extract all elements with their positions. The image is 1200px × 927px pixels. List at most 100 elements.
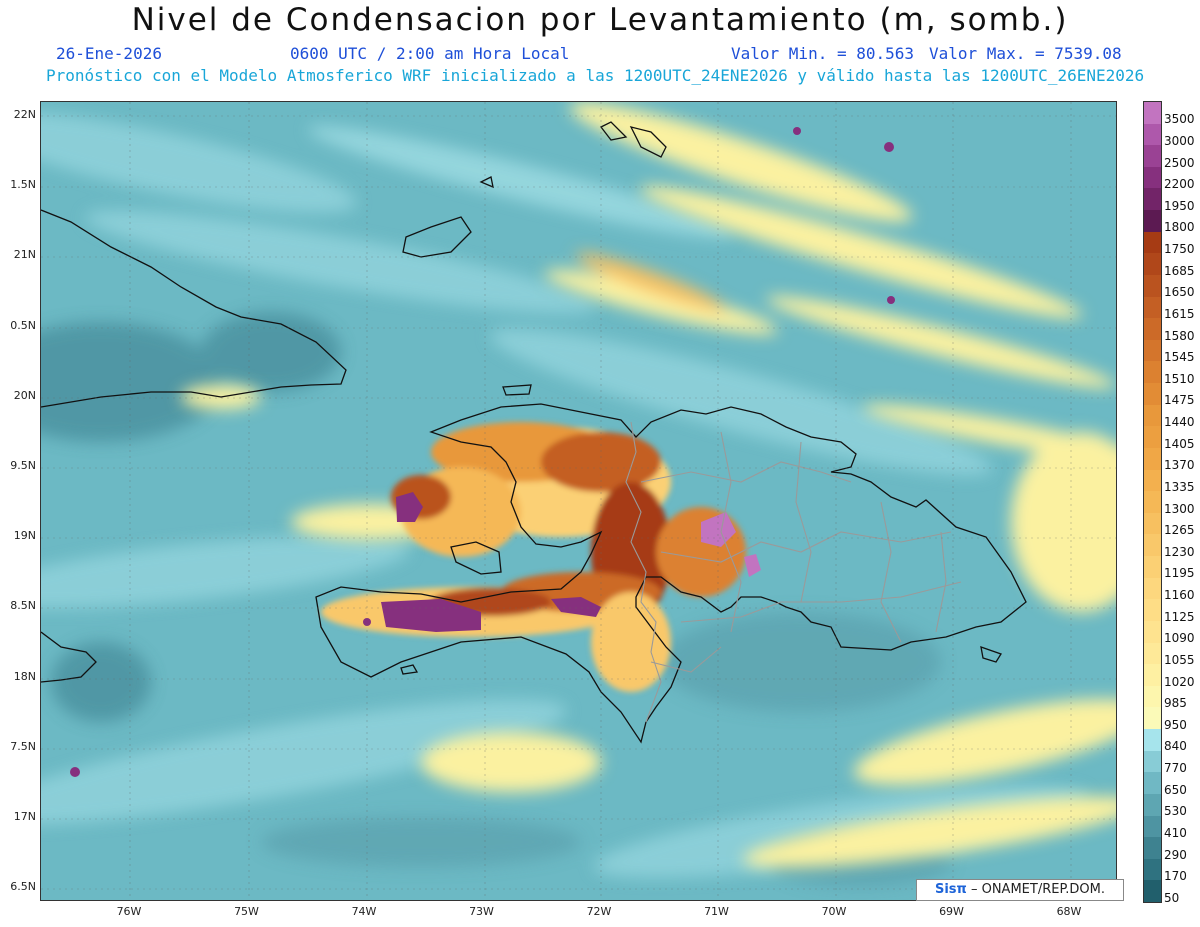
- colorbar-cell: [1144, 188, 1161, 211]
- lat-label: 21N: [13, 248, 36, 262]
- lon-label: 70W: [821, 905, 847, 918]
- lat-label: 8.5N: [10, 599, 36, 613]
- colorbar-label: 1750: [1164, 242, 1195, 257]
- sispi-logo: Sisπ: [934, 882, 967, 897]
- colorbar-label: 985: [1164, 696, 1187, 711]
- colorbar-label: 290: [1164, 847, 1187, 862]
- colorbar-cell: [1144, 642, 1161, 665]
- colorbar-label: 1475: [1164, 393, 1195, 408]
- lat-label: 0.5N: [10, 318, 36, 332]
- colorbar-label: 50: [1164, 890, 1180, 905]
- colorbar-label: 950: [1164, 717, 1187, 732]
- lon-label: 76W: [116, 905, 142, 918]
- lat-label: 17N: [13, 810, 36, 823]
- colorbar-cell: [1144, 102, 1161, 125]
- colorbar-cell: [1144, 534, 1161, 557]
- colorbar-cell: [1144, 404, 1161, 427]
- colorbar-cell: [1144, 620, 1161, 644]
- colorbar-cell: [1144, 750, 1161, 773]
- colorbar-cell: [1144, 210, 1161, 233]
- value-max: Valor Max. = 7539.08: [929, 44, 1122, 63]
- credit-text: – ONAMET/REP.DOM.: [970, 882, 1105, 897]
- colorbar-label: 1545: [1164, 350, 1195, 365]
- colorbar-cell: [1144, 837, 1161, 860]
- colorbar-cell: [1144, 599, 1161, 622]
- colorbar-label: 1510: [1164, 371, 1195, 386]
- lat-label: 9.5N: [10, 459, 36, 472]
- colorbar-cell: [1144, 707, 1161, 730]
- colorbar-label: 170: [1164, 869, 1187, 884]
- colorbar-cell: [1144, 361, 1161, 384]
- lon-label: 75W: [234, 905, 259, 918]
- colorbar-label: 770: [1164, 761, 1187, 776]
- colorbar-cell: [1144, 145, 1161, 168]
- colorbar-label: 1650: [1164, 285, 1195, 300]
- colorbar-cell: [1144, 166, 1161, 189]
- colorbar-label: 1195: [1164, 566, 1195, 581]
- value-min: Valor Min. = 80.563: [731, 44, 915, 63]
- colorbar-label: 1685: [1164, 263, 1195, 278]
- colorbar-label: 1090: [1164, 631, 1195, 646]
- colorbar-label: 1950: [1164, 198, 1195, 213]
- colorbar-cell: [1144, 772, 1161, 795]
- colorbar-cell: [1144, 491, 1161, 514]
- colorbar-label: 650: [1164, 782, 1187, 797]
- colorbar-label: 1370: [1164, 458, 1195, 473]
- colorbar-cell: [1144, 123, 1161, 146]
- model-description: Pronóstico con el Modelo Atmosferico WRF…: [46, 66, 1145, 85]
- lat-label: 18N: [13, 669, 36, 683]
- colorbar-label: 1300: [1164, 501, 1195, 516]
- colorbar-cell: [1144, 793, 1161, 816]
- map-panel: [40, 101, 1117, 901]
- colorbar-label: 2200: [1164, 177, 1195, 192]
- colorbar-cell: [1144, 880, 1161, 903]
- colorbar-cell: [1144, 383, 1161, 406]
- lat-label: 19N: [13, 529, 36, 543]
- colorbar-cell: [1144, 469, 1161, 492]
- colorbar-cell: [1144, 815, 1161, 838]
- lcl-field-map: [41, 102, 1116, 900]
- colorbar-cell: [1144, 577, 1161, 600]
- colorbar: [1143, 101, 1162, 903]
- colorbar-label: 1580: [1164, 328, 1195, 343]
- colorbar-label: 1265: [1164, 523, 1195, 538]
- colorbar-label: 1020: [1164, 674, 1195, 689]
- colorbar-cell: [1144, 274, 1161, 298]
- colorbar-label: 1125: [1164, 609, 1195, 624]
- colorbar-cell: [1144, 339, 1161, 362]
- lon-label: 73W: [469, 905, 494, 918]
- colorbar-label: 1440: [1164, 415, 1195, 430]
- colorbar-label: 3000: [1164, 134, 1195, 148]
- forecast-time: 0600 UTC / 2:00 am Hora Local: [290, 44, 570, 63]
- colorbar-cell: [1144, 729, 1161, 752]
- lat-label: 22N: [13, 108, 36, 121]
- colorbar-cell: [1144, 556, 1161, 579]
- colorbar-label: 1615: [1164, 306, 1195, 321]
- colorbar-cell: [1144, 685, 1161, 708]
- colorbar-label: 3500: [1164, 112, 1195, 127]
- colorbar-cell: [1144, 447, 1161, 471]
- colorbar-cell: [1144, 426, 1161, 449]
- colorbar-cell: [1144, 231, 1161, 254]
- lat-label: 7.5N: [10, 739, 36, 753]
- lon-label: 74W: [351, 905, 377, 918]
- colorbar-label: 1405: [1164, 436, 1195, 451]
- lon-label: 72W: [586, 905, 612, 918]
- colorbar-cell: [1144, 253, 1161, 276]
- colorbar-label: 1230: [1164, 544, 1195, 559]
- colorbar-cell: [1144, 318, 1161, 341]
- credit-box: Sisπ – ONAMET/REP.DOM.: [916, 879, 1124, 901]
- colorbar-label: 1800: [1164, 220, 1195, 235]
- lon-label: 69W: [939, 905, 964, 918]
- colorbar-cell: [1144, 296, 1161, 319]
- colorbar-label: 1335: [1164, 479, 1195, 494]
- colorbar-label: 1055: [1164, 652, 1195, 667]
- lon-label: 71W: [704, 905, 729, 918]
- lat-label: 20N: [13, 388, 36, 402]
- colorbar-cell: [1144, 664, 1161, 687]
- colorbar-label: 2500: [1164, 155, 1195, 170]
- colorbar-label: 530: [1164, 804, 1187, 819]
- colorbar-label: 410: [1164, 825, 1187, 840]
- lon-label: 68W: [1056, 905, 1082, 918]
- colorbar-label: 1160: [1164, 588, 1195, 603]
